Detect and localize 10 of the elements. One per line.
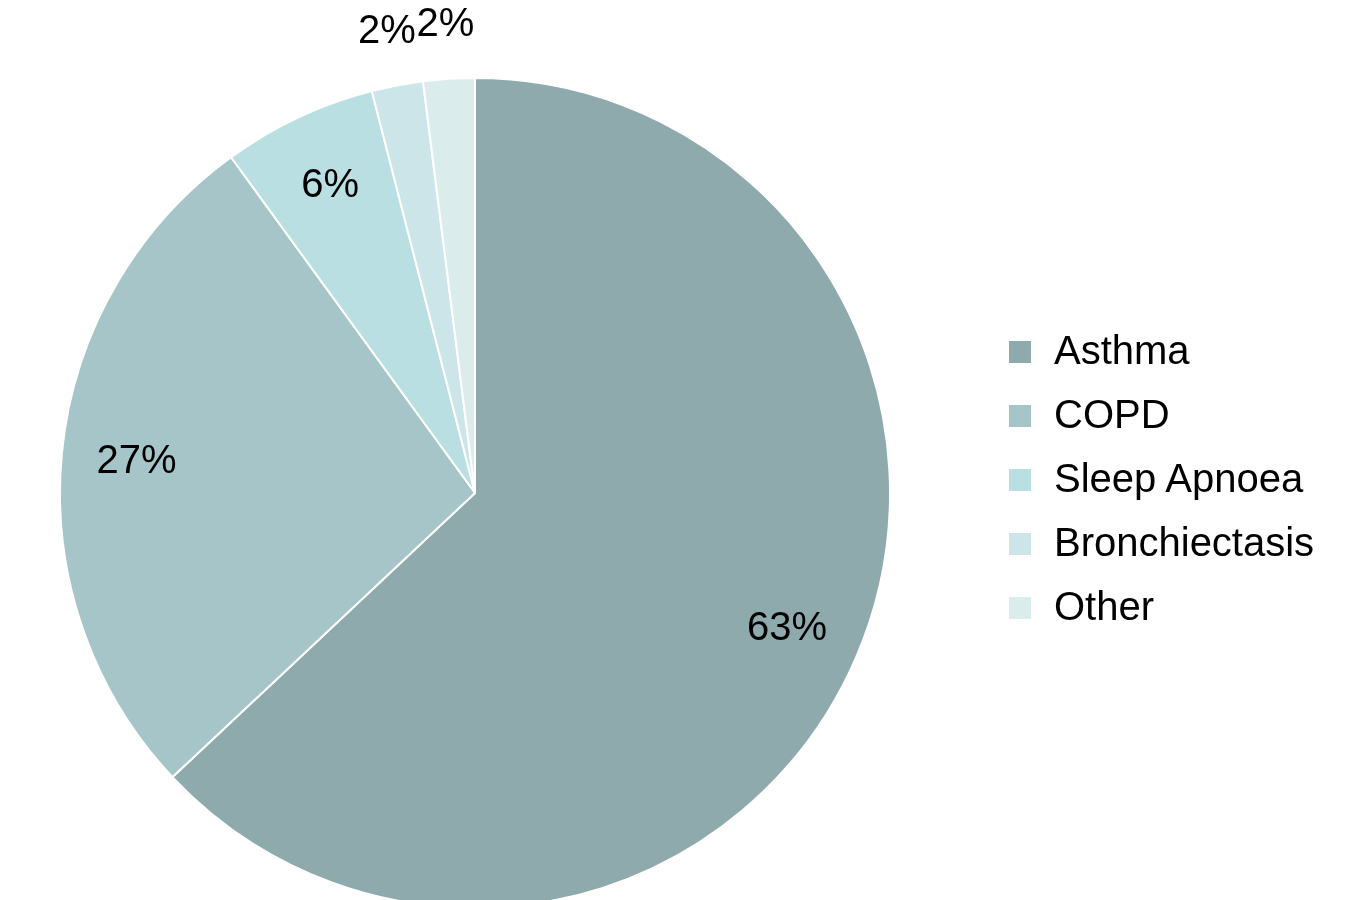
data-label: 27% — [96, 437, 177, 481]
data-label: 6% — [301, 161, 360, 206]
legend-label: COPD — [1054, 392, 1170, 436]
legend-label: Sleep Apnoea — [1054, 456, 1304, 500]
legend-label: Asthma — [1054, 328, 1191, 372]
data-label: 63% — [747, 604, 828, 649]
legend-label: Bronchiectasis — [1054, 520, 1315, 564]
data-label: 2% — [358, 7, 416, 52]
legend-label: Other — [1054, 584, 1155, 628]
data-label: 2% — [416, 0, 475, 44]
